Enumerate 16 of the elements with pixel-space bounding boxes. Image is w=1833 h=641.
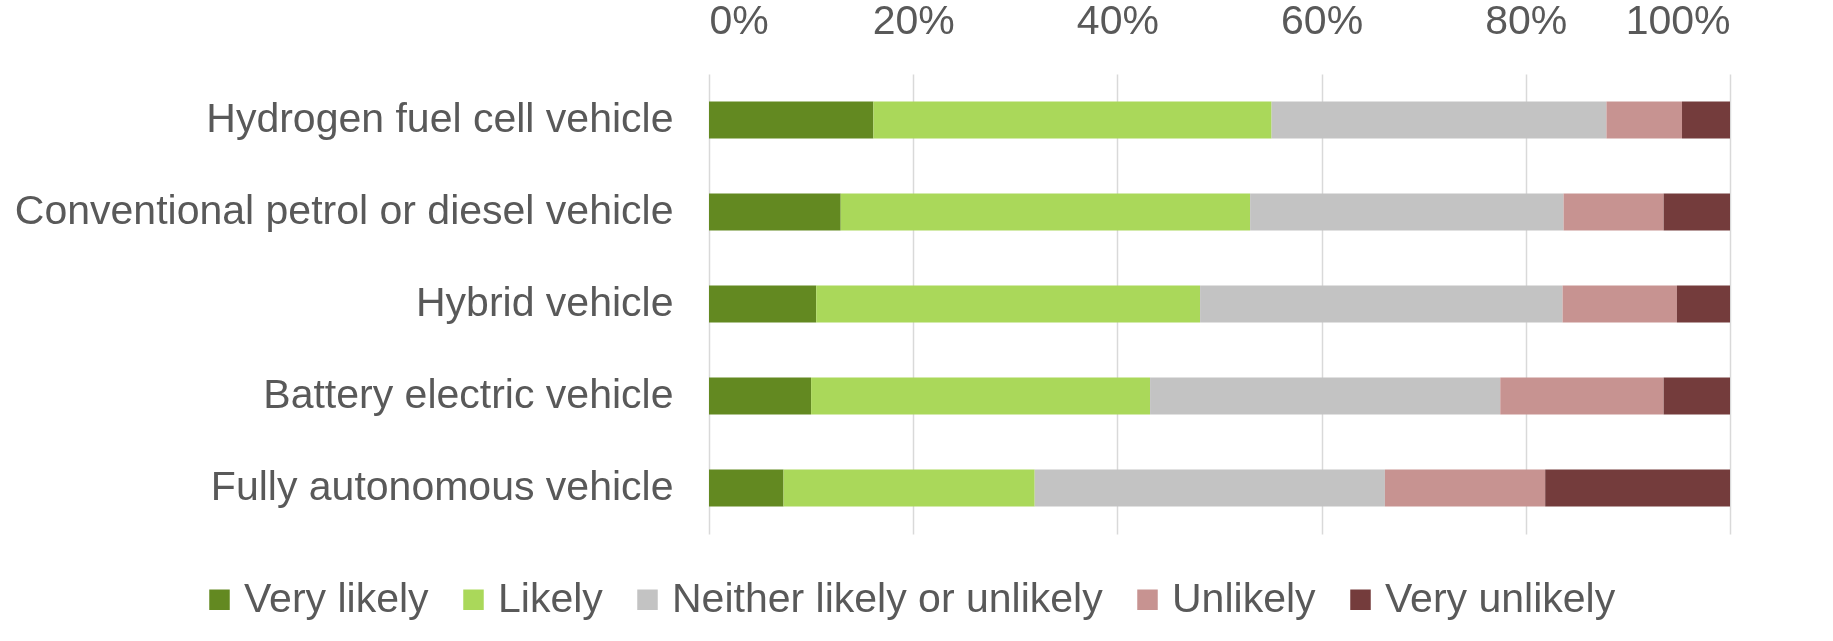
y-tick-label: Conventional petrol or diesel vehicle [14, 187, 674, 233]
legend-label: Unlikely [1172, 574, 1317, 621]
x-tick-label: 100% [1625, 0, 1731, 43]
legend-label: Likely [498, 574, 604, 621]
legend-label: Very unlikely [1385, 574, 1616, 621]
x-tick-label: 60% [1281, 0, 1364, 43]
y-tick-label: Battery electric vehicle [263, 371, 674, 417]
x-tick-label: 40% [1076, 0, 1159, 43]
x-tick-label: 20% [872, 0, 955, 43]
y-tick-label: Fully autonomous vehicle [210, 463, 674, 509]
x-tick-label: 0% [709, 0, 769, 43]
y-tick-label: Hybrid vehicle [416, 279, 674, 325]
y-tick-label: Hydrogen fuel cell vehicle [206, 95, 674, 141]
legend-label: Neither likely or unlikely [672, 574, 1104, 621]
legend-label: Very likely [244, 574, 430, 621]
x-tick-label: 80% [1485, 0, 1568, 43]
